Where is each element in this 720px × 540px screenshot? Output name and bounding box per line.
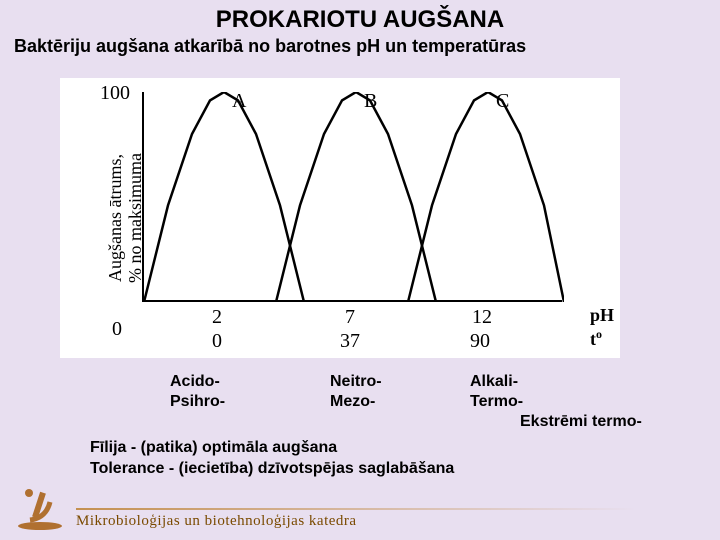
cat-termo: Termo- <box>470 392 523 412</box>
cat-psihro: Psihro- <box>170 392 225 412</box>
x-tick-ph-3: 12 <box>472 306 492 329</box>
cat-acido: Acido- <box>170 372 220 392</box>
definitions: Fīlija - (patika) optimāla augšana Toler… <box>90 438 454 480</box>
x-tick-ph-2: 7 <box>345 306 355 329</box>
plot-area: A B C <box>142 92 562 302</box>
curves-svg <box>144 92 564 302</box>
cat-neitro: Neitro- <box>330 372 382 392</box>
cat-alkali: Alkali- <box>470 372 518 392</box>
y-tick-max: 100 <box>100 82 130 105</box>
footer-divider <box>76 508 636 510</box>
series-label-b: B <box>364 90 377 113</box>
x-tick-t-3: 90 <box>470 330 490 353</box>
microscope-icon <box>10 482 70 532</box>
page-subtitle: Baktēriju augšana atkarībā no barotnes p… <box>0 34 720 57</box>
growth-chart: Augšanas ātrums, % no maksimuma 100 0 A … <box>60 78 620 358</box>
x-tick-t-2: 37 <box>340 330 360 353</box>
footer-dept: Mikrobioloģijas un biotehnoloģijas kated… <box>76 513 357 530</box>
series-label-a: A <box>232 90 246 113</box>
axis-name-t-sup: o <box>596 327 602 341</box>
ylabel-line1: Augšanas ātrums, <box>105 154 125 282</box>
x-axis-names: pH to <box>590 304 614 352</box>
series-label-c: C <box>496 90 509 113</box>
page-title: PROKARIOTU AUGŠANA <box>0 0 720 34</box>
axis-name-ph: pH <box>590 304 614 327</box>
def-tolerance: Tolerance - (iecietība) dzīvotspējas sag… <box>90 459 454 480</box>
y-tick-min: 0 <box>112 318 122 341</box>
cat-ekstremi: Ekstrēmi termo- <box>520 412 642 432</box>
y-axis-label: Augšanas ātrums, % no maksimuma <box>106 108 146 328</box>
x-tick-ph-1: 2 <box>212 306 222 329</box>
x-tick-t-1: 0 <box>212 330 222 353</box>
cat-mezo: Mezo- <box>330 392 375 412</box>
def-filija: Fīlija - (patika) optimāla augšana <box>90 438 454 459</box>
axis-name-t: to <box>590 327 614 351</box>
